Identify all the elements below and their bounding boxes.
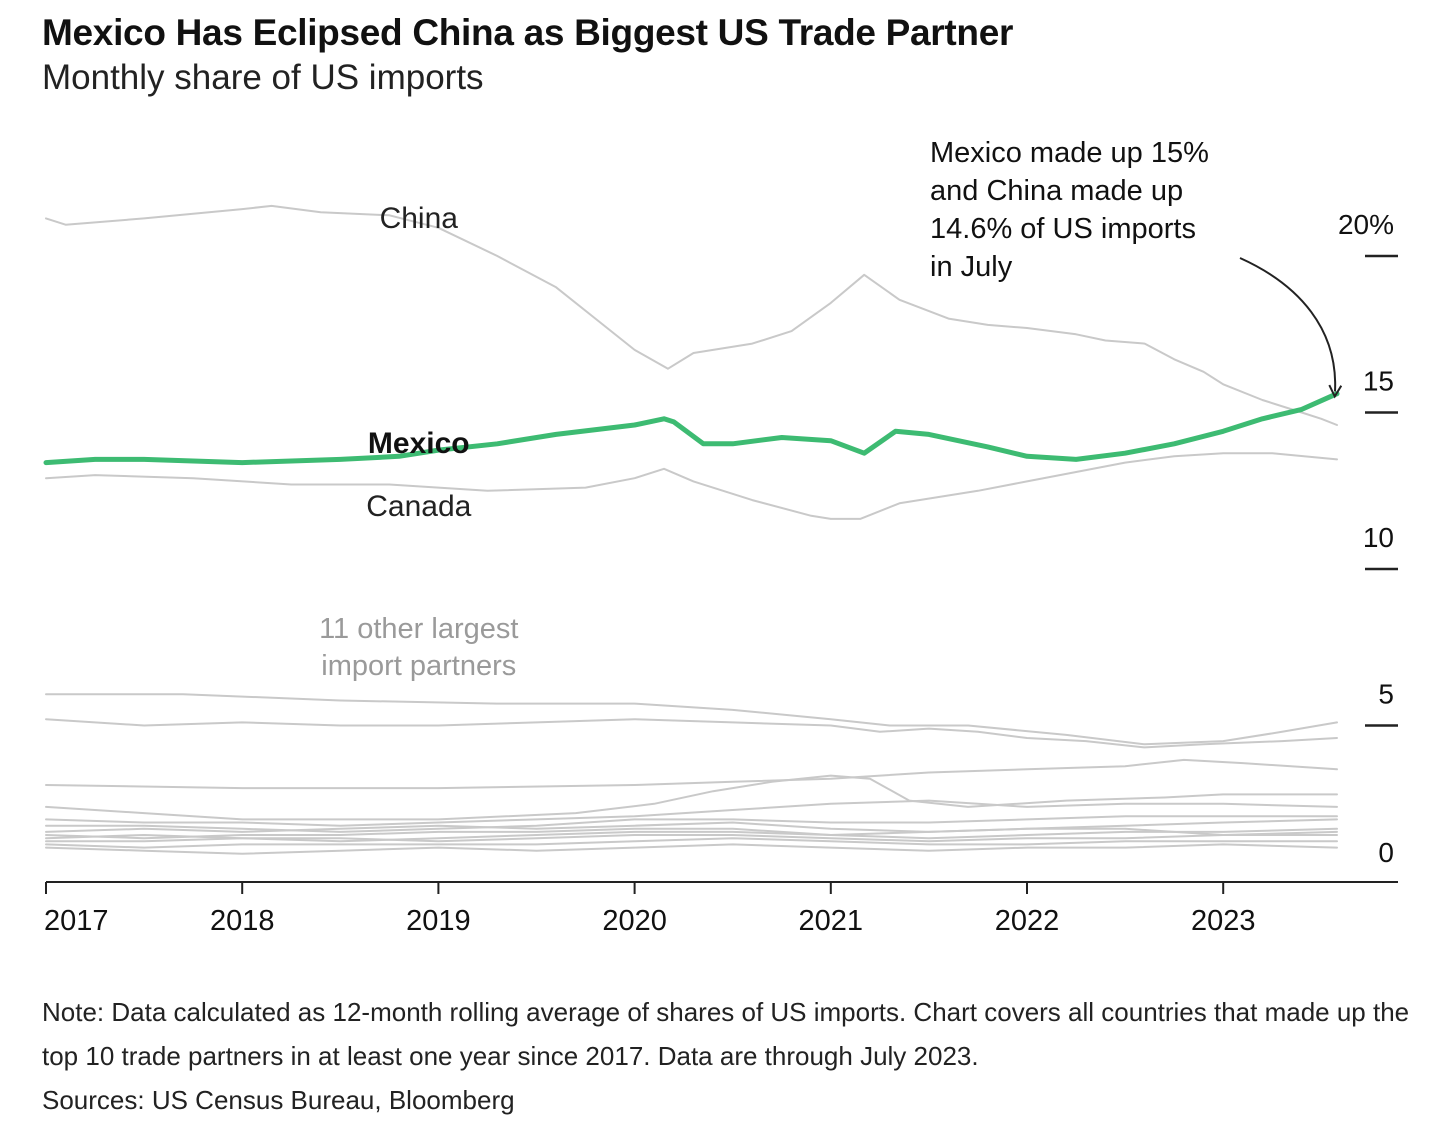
series-line-other-partner-5 — [45, 758, 1338, 790]
series-line-canada — [45, 452, 1338, 520]
sources-text: Sources: US Census Bureau, Bloomberg — [42, 1085, 515, 1115]
series-line-other-partner-12 — [45, 834, 1338, 843]
axis-layer: 2017 2018 2019 2020 2021 2022 2023 0 5 10 15 20% — [44, 209, 1398, 937]
series-line-other-partner-3 — [45, 693, 1338, 746]
series-label-mexico: Mexico — [368, 427, 470, 460]
others-annotation-line: import partners — [321, 650, 516, 682]
callout-annotation-line: Mexico made up 15% — [930, 137, 1209, 169]
x-tick-label-2020: 2020 — [602, 905, 667, 937]
series-line-other-partner-14 — [45, 843, 1338, 855]
y-tick-label-20: 20% — [1338, 209, 1394, 240]
note-text: Note: Data calculated as 12-month rollin… — [42, 997, 1410, 1071]
series-line-other-partner-6 — [45, 774, 1338, 821]
series-label-canada: Canada — [366, 490, 471, 523]
series-line-other-partner-8 — [45, 815, 1338, 833]
x-tick-label-2023: 2023 — [1191, 905, 1256, 937]
series-label-china: China — [380, 202, 459, 235]
series-line-other-partner-13 — [45, 837, 1338, 849]
series-layer — [43, 204, 1340, 855]
footnote: Note: Data calculated as 12-month rollin… — [42, 990, 1422, 1122]
line-chart: 2017 2018 2019 2020 2021 2022 2023 0 5 10 15 20% Ch… — [43, 137, 1398, 937]
y-tick-label-10: 10 — [1363, 522, 1394, 553]
x-tick-label-2018: 2018 — [210, 905, 275, 937]
series-line-mexico — [43, 391, 1340, 466]
callout-arrow — [1239, 257, 1335, 391]
x-tick-label-2017: 2017 — [44, 905, 109, 937]
callout-annotation-line: in July — [930, 251, 1013, 283]
series-line-other-partner-4 — [45, 718, 1338, 749]
x-tick-label-2019: 2019 — [406, 905, 471, 937]
series-line-other-partner-10 — [45, 827, 1338, 840]
y-tick-label-0: 0 — [1378, 837, 1394, 868]
callout-annotation-line: and China made up — [930, 175, 1183, 207]
others-annotation-line: 11 other largest — [319, 613, 518, 645]
series-line-other-partner-7 — [45, 799, 1338, 827]
callout-annotation-line: 14.6% of US imports — [930, 213, 1196, 245]
series-line-china — [45, 204, 1338, 426]
x-tick-label-2021: 2021 — [799, 905, 864, 937]
series-line-other-partner-9 — [45, 818, 1338, 833]
label-layer: China Mexico Canada Mexico made up 15% and C… — [319, 137, 1335, 682]
y-tick-label-5: 5 — [1378, 679, 1394, 710]
x-tick-label-2022: 2022 — [995, 905, 1060, 937]
y-tick-label-15: 15 — [1363, 366, 1394, 397]
chart-subtitle: Monthly share of US imports — [42, 58, 484, 97]
chart-title: Mexico Has Eclipsed China as Biggest US … — [42, 12, 1014, 53]
